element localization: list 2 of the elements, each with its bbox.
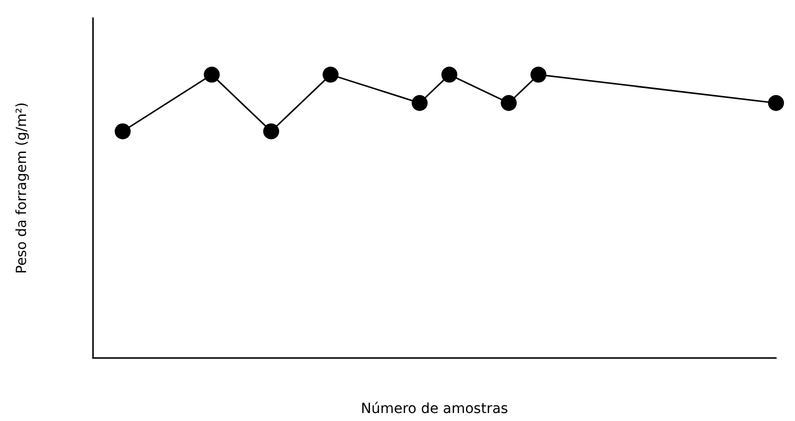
y-axis-title: Peso da forragem (g/m²) xyxy=(14,102,30,274)
x-axis-title: Número de amostras xyxy=(360,401,508,417)
